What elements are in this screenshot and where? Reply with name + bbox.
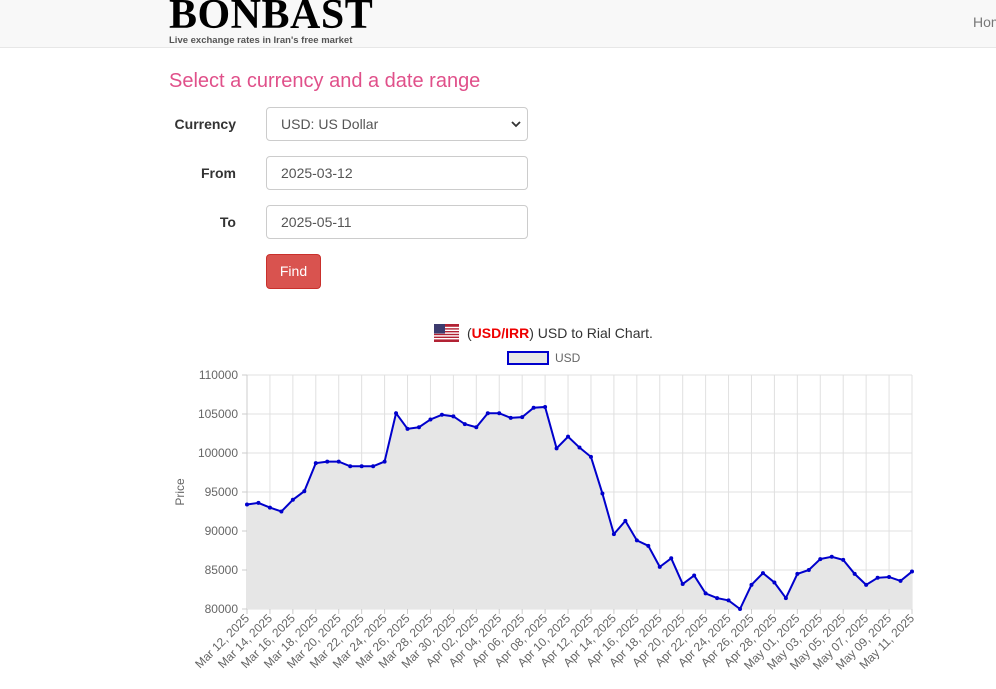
point	[531, 405, 536, 410]
point	[623, 518, 628, 523]
point	[325, 459, 330, 464]
legend-swatch	[507, 351, 549, 365]
point	[451, 414, 456, 419]
point	[428, 417, 433, 422]
top-bar: BONBAST Live exchange rates in Iran's fr…	[0, 0, 996, 48]
point	[359, 464, 364, 469]
point	[852, 571, 857, 576]
point	[887, 575, 892, 580]
point	[474, 425, 479, 430]
point	[508, 415, 513, 420]
tagline: Live exchange rates in Iran's free marke…	[169, 35, 353, 46]
y-tick-label: 100000	[198, 446, 238, 460]
point	[462, 422, 467, 427]
point	[726, 598, 731, 603]
point	[669, 556, 674, 561]
point	[313, 461, 318, 466]
title-prefix: (	[467, 325, 472, 341]
find-button[interactable]: Find	[266, 254, 321, 289]
point	[680, 582, 685, 587]
form-heading: Select a currency and a date range	[169, 70, 481, 92]
title-suffix: ) USD to Rial Chart.	[529, 325, 653, 341]
point	[267, 505, 272, 510]
point	[634, 538, 639, 543]
point	[336, 459, 341, 464]
chart-title: (USD/IRR) USD to Rial Chart.	[467, 325, 653, 341]
y-tick-label: 80000	[205, 602, 239, 616]
to-input[interactable]: 2025-05-11	[266, 205, 528, 239]
point	[738, 607, 743, 611]
point	[554, 446, 559, 451]
us-flag	[434, 324, 459, 342]
point	[588, 454, 593, 459]
point	[715, 596, 720, 601]
point	[371, 464, 376, 469]
currency-value: USD: US Dollar	[281, 116, 379, 132]
point	[600, 491, 605, 496]
point	[543, 404, 548, 409]
point	[898, 578, 903, 583]
y-axis-label: Price	[173, 478, 187, 506]
point	[783, 596, 788, 601]
point	[611, 532, 616, 537]
dropdown-arrow	[511, 121, 521, 128]
point	[405, 426, 410, 431]
point	[806, 568, 811, 572]
from-input[interactable]: 2025-03-12	[266, 156, 528, 190]
point	[703, 591, 708, 596]
point	[657, 564, 662, 569]
brand[interactable]: BONBAST	[169, 0, 374, 38]
point	[875, 575, 880, 580]
point	[416, 425, 421, 430]
legend-label: USD	[555, 351, 581, 365]
point	[302, 489, 307, 494]
point	[749, 582, 754, 587]
point	[841, 557, 846, 562]
nav-link[interactable]: Home	[973, 14, 996, 30]
y-tick-label: 110000	[199, 368, 238, 382]
point	[439, 412, 444, 417]
chart: (USD/IRR) USD to Rial Chart. Price 80000…	[173, 324, 917, 673]
point	[910, 569, 914, 574]
y-tick-label: 105000	[198, 407, 238, 421]
point	[760, 571, 765, 576]
point	[394, 411, 399, 416]
to-label: To	[219, 214, 236, 230]
point	[348, 464, 353, 469]
title-code: USD/IRR	[472, 325, 530, 341]
point	[577, 445, 582, 450]
point	[692, 573, 697, 578]
point	[829, 554, 834, 559]
point	[864, 582, 869, 587]
point	[279, 509, 284, 514]
point	[245, 502, 249, 507]
y-tick-label: 90000	[205, 524, 239, 538]
currency-label: Currency	[174, 116, 236, 132]
point	[497, 411, 502, 416]
point	[566, 434, 571, 439]
point	[290, 497, 295, 502]
point	[818, 557, 823, 562]
point	[646, 543, 651, 548]
point	[485, 411, 490, 416]
point	[382, 459, 387, 464]
currency-select[interactable]: USD: US Dollar	[266, 107, 528, 141]
from-label: From	[201, 165, 236, 181]
point	[256, 500, 261, 505]
point	[772, 580, 777, 585]
area	[247, 406, 912, 609]
point	[795, 571, 800, 576]
y-tick-label: 85000	[205, 563, 239, 577]
point	[520, 415, 525, 420]
y-tick-label: 95000	[205, 485, 239, 499]
